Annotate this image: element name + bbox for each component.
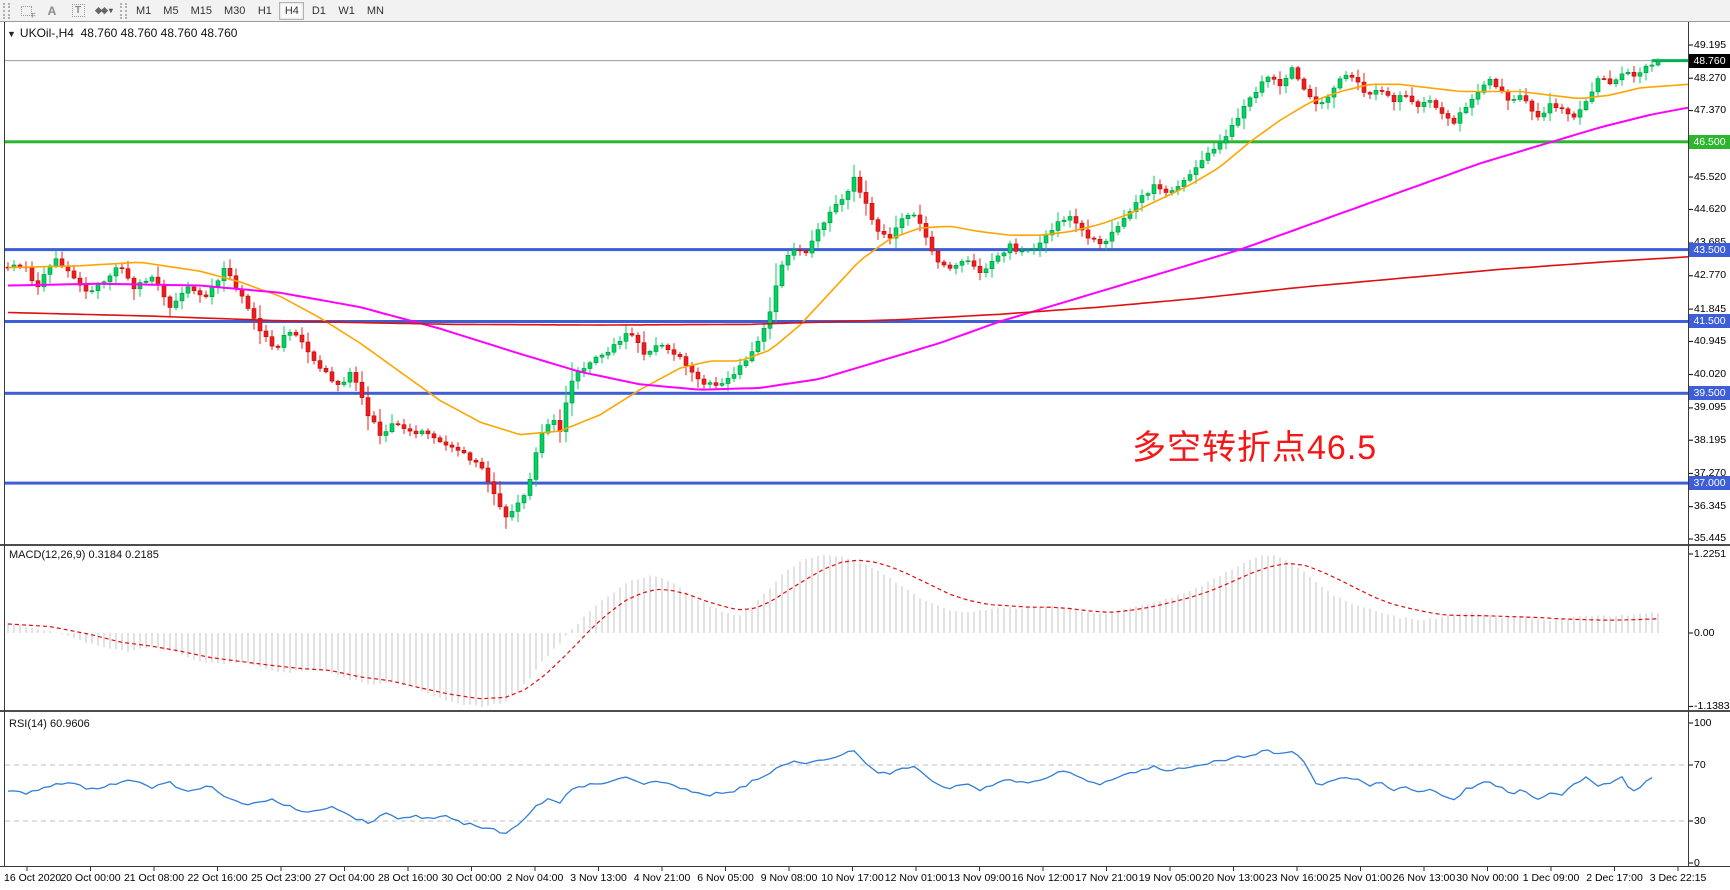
- price-axis-border: [1688, 22, 1689, 866]
- timeframe-button-w1[interactable]: W1: [338, 4, 355, 17]
- timeframe-button-m30[interactable]: M30: [223, 4, 246, 17]
- chart-canvas[interactable]: [0, 22, 1730, 890]
- time-axis-label: 13 Nov 09:00: [948, 872, 1011, 884]
- time-axis-label: 2 Dec 17:00: [1586, 872, 1643, 884]
- macd-scale-label: 1.2251: [1694, 547, 1727, 560]
- panel-separator-macd[interactable]: [0, 544, 1730, 546]
- chart-title: ▼ UKOil-,H4 48.760 48.760 48.760 48.760: [7, 26, 237, 40]
- timeframe-group: M1 M5 M15 M30 H1 H4 D1 W1 MN: [130, 1, 390, 20]
- timeframe-button-h4[interactable]: H4: [279, 1, 305, 20]
- time-axis-label: 19 Nov 05:00: [1138, 872, 1202, 884]
- cursor-a-icon[interactable]: A: [47, 3, 57, 18]
- price-tick-label: 36.345: [1694, 500, 1727, 513]
- price-tick-label: 48.270: [1694, 71, 1727, 84]
- chart-window[interactable]: ▼ UKOil-,H4 48.760 48.760 48.760 48.760 M…: [0, 22, 1730, 890]
- rsi-scale-label: 0: [1694, 856, 1700, 869]
- time-axis-label: 3 Dec 22:15: [1649, 872, 1707, 884]
- hline-price-badge: 43.500: [1689, 242, 1730, 257]
- arrange-objects-icon[interactable]: ◆◆ ▾: [95, 5, 113, 15]
- hline-price-badge: 46.500: [1689, 134, 1730, 149]
- rsi-scale-label: 70: [1694, 758, 1706, 771]
- time-axis-label: 3 Nov 13:00: [570, 872, 627, 884]
- time-axis-label: 23 Nov 16:00: [1265, 872, 1329, 884]
- time-axis-label: 4 Nov 21:00: [633, 872, 691, 884]
- timeframe-button-mn[interactable]: MN: [366, 4, 384, 17]
- price-tick-label: 40.020: [1694, 368, 1727, 381]
- time-axis-label: 25 Nov 01:00: [1329, 872, 1392, 884]
- price-tick-label: 35.445: [1694, 532, 1727, 545]
- time-axis-label: 17 Nov 21:00: [1075, 872, 1138, 884]
- time-axis-label: 12 Nov 01:00: [884, 872, 948, 884]
- price-tick-label: 41.845: [1694, 302, 1727, 315]
- time-axis-label: 2 Nov 04:00: [506, 872, 564, 884]
- time-axis-label: 21 Oct 08:00: [123, 872, 185, 884]
- text-box-icon[interactable]: T: [66, 2, 90, 20]
- macd-indicator-label: MACD(12,26,9) 0.3184 0.2185: [9, 549, 159, 561]
- time-axis-label: 30 Oct 00:00: [441, 872, 502, 884]
- price-tick-label: 38.195: [1694, 433, 1727, 446]
- time-axis-border: [0, 866, 1730, 867]
- time-axis-label: 27 Oct 04:00: [314, 872, 375, 884]
- price-tick-label: 49.195: [1694, 38, 1727, 51]
- time-axis-label: 22 Oct 16:00: [187, 872, 248, 884]
- timeframe-button-d1[interactable]: D1: [311, 4, 326, 17]
- price-tick-label: 39.095: [1694, 401, 1727, 414]
- price-tick-label: 47.370: [1694, 104, 1727, 117]
- rsi-indicator-label: RSI(14) 60.9606: [9, 718, 90, 730]
- chevron-down-icon: ▾: [108, 6, 113, 15]
- hline-price-badge: 37.000: [1689, 476, 1730, 491]
- ohlc-quotes: 48.760 48.760 48.760 48.760: [80, 26, 238, 40]
- rsi-scale-label: 100: [1694, 716, 1712, 729]
- time-axis-label: 30 Nov 00:00: [1456, 872, 1519, 884]
- price-tick-label: 44.620: [1694, 202, 1727, 215]
- time-axis-label: 6 Nov 05:00: [697, 872, 754, 884]
- macd-scale-label: -1.1383: [1694, 699, 1730, 712]
- time-axis-label: 9 Nov 08:00: [760, 872, 818, 884]
- macd-scale-label: 0.00: [1694, 626, 1715, 639]
- hline-price-badge: 41.500: [1689, 314, 1730, 329]
- time-axis-label: 10 Nov 17:00: [821, 872, 884, 884]
- price-tick-label: 45.520: [1694, 170, 1727, 183]
- price-tick-label: 37.270: [1694, 466, 1727, 479]
- timeframe-button-m15[interactable]: M15: [190, 4, 212, 17]
- current-price-badge: 48.760: [1689, 53, 1730, 68]
- symbol-name: UKOil-,H4: [19, 26, 74, 40]
- price-tick-label: 40.945: [1694, 334, 1727, 347]
- rsi-scale-label: 30: [1694, 814, 1706, 827]
- time-axis-label: 28 Oct 16:00: [377, 872, 439, 884]
- plot-left-border: [4, 22, 5, 866]
- time-axis-label: 26 Nov 13:00: [1392, 872, 1456, 884]
- price-tick-label: 42.770: [1694, 269, 1727, 282]
- chart-dropdown-icon[interactable]: ▼: [7, 29, 16, 39]
- toolbar-grip[interactable]: [3, 2, 10, 19]
- hline-price-badge: 39.500: [1689, 386, 1730, 401]
- toolbar-grip-2[interactable]: [120, 2, 127, 19]
- time-axis-label: 20 Nov 13:00: [1202, 872, 1265, 884]
- timeframe-button-m1[interactable]: M1: [136, 4, 152, 17]
- timeframe-button-h1[interactable]: H1: [257, 4, 272, 17]
- chart-annotation-text: 多空转折点46.5: [1132, 429, 1378, 467]
- time-axis-label: 25 Oct 23:00: [250, 872, 312, 884]
- timeframe-button-m5[interactable]: M5: [163, 4, 179, 17]
- toolbar: A T ◆◆ ▾ M1 M5 M15 M30 H1 H4 D1 W1 MN: [0, 0, 1730, 22]
- time-axis-label: 20 Oct 00:00: [60, 872, 121, 884]
- time-axis-label: 1 Dec 09:00: [1522, 872, 1580, 884]
- time-axis-label: 16 Nov 12:00: [1011, 872, 1075, 884]
- indicators-grid-icon[interactable]: [14, 2, 38, 20]
- time-axis-label: 16 Oct 2020: [4, 872, 62, 884]
- panel-separator-rsi[interactable]: [0, 710, 1730, 712]
